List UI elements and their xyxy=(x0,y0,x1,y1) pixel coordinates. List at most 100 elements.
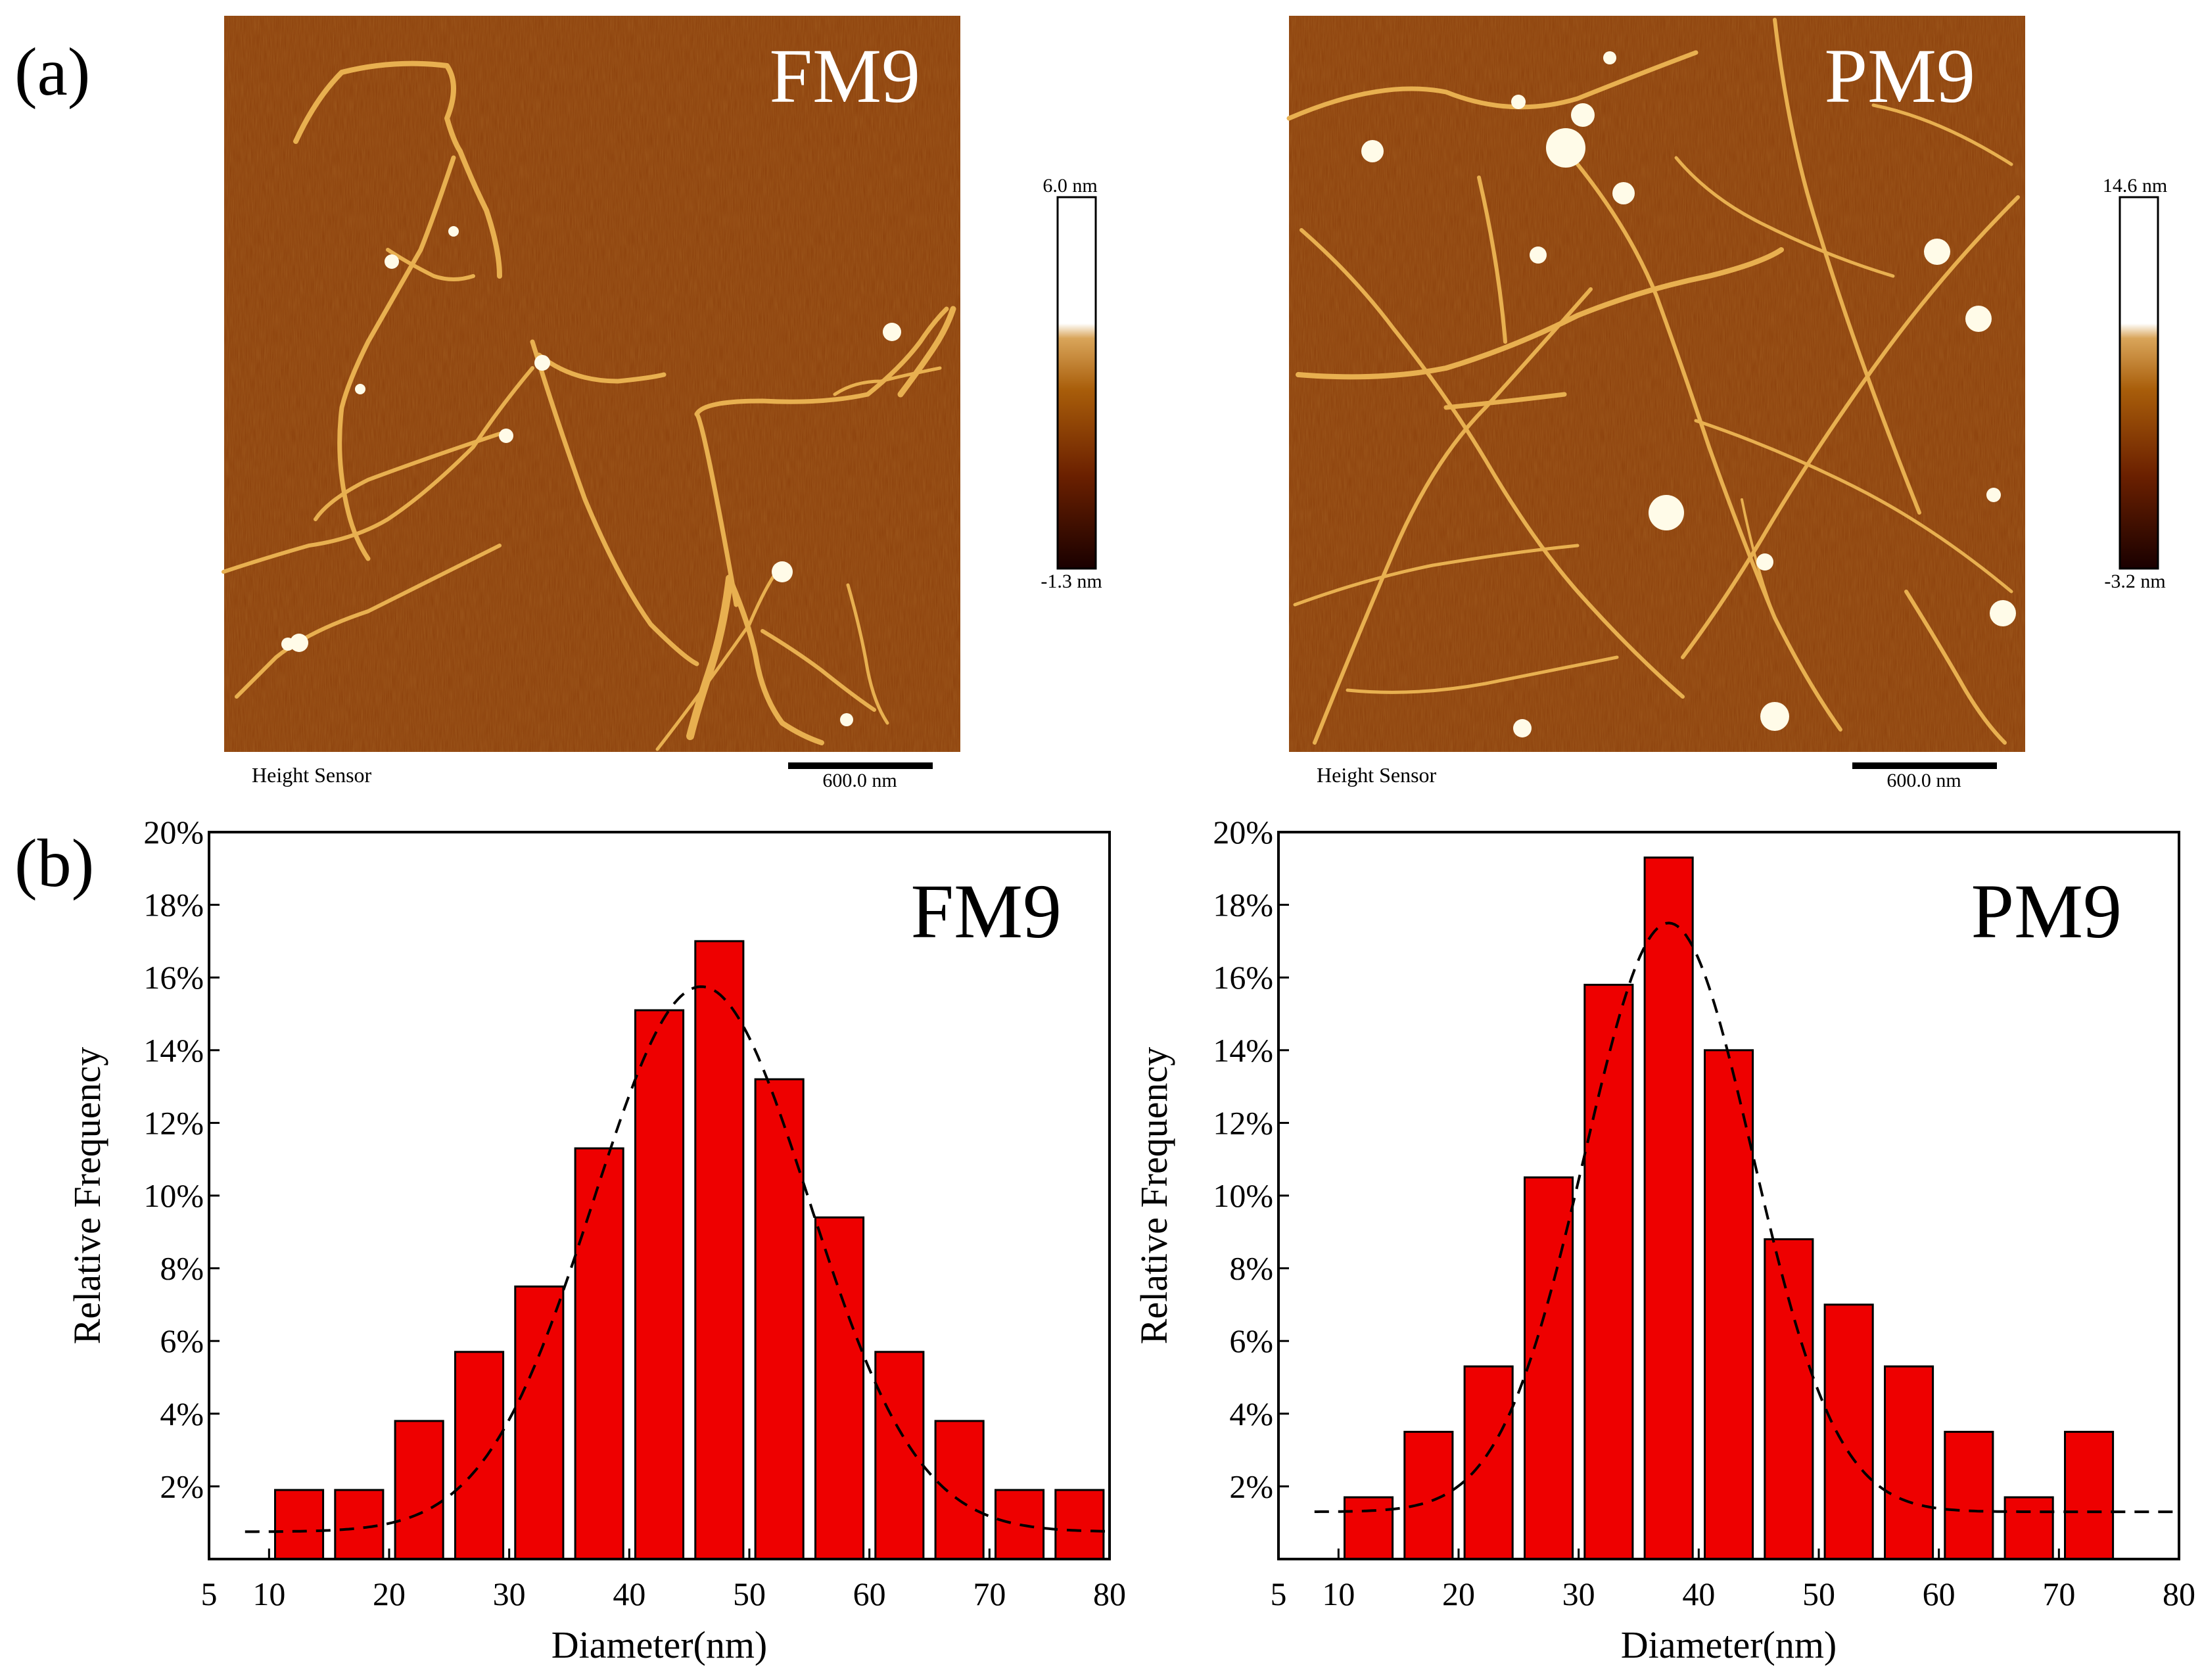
chart-1-bar xyxy=(1403,1430,1454,1560)
chart-0-y-tick-label: 2% xyxy=(160,1468,204,1505)
fiber xyxy=(1346,655,1619,694)
chart-1-y-tick-label: 20% xyxy=(1213,814,1273,851)
chart-1-bar xyxy=(1704,1049,1754,1560)
particle xyxy=(1603,51,1616,64)
chart-1-x-tick-label: 30 xyxy=(1562,1575,1595,1612)
chart-0-bar xyxy=(634,1009,685,1560)
chart-1-x-tick-label: 5 xyxy=(1271,1575,1287,1612)
particle xyxy=(355,384,365,394)
chart-0-bar xyxy=(1054,1489,1105,1560)
chart-0-y-tick-label: 10% xyxy=(143,1177,204,1214)
fiber xyxy=(1681,195,2020,659)
afm-pm9-title: PM9 xyxy=(1824,33,1975,119)
chart-1-bar xyxy=(2003,1496,2054,1560)
chart-0-fit-curve xyxy=(245,985,1110,1533)
chart-0-x-tick-label: 60 xyxy=(853,1575,886,1612)
fiber xyxy=(1293,544,1580,607)
particle xyxy=(1513,719,1532,737)
chart-0-x-tick-label: 70 xyxy=(973,1575,1006,1612)
fiber xyxy=(846,583,889,725)
chart-0-bar xyxy=(574,1147,624,1560)
particle xyxy=(1571,103,1595,127)
particle xyxy=(385,254,399,269)
chart-1-x-tick-label: 50 xyxy=(1802,1575,1835,1612)
afm-pm9-scalebar-label: 600.0 nm xyxy=(1886,770,1961,791)
particle xyxy=(1986,488,2001,502)
chart-1-bar xyxy=(1884,1365,1934,1560)
chart-1-bar xyxy=(1583,983,1634,1560)
fiber xyxy=(1871,103,2013,166)
chart-1-title: PM9 xyxy=(1971,868,2122,954)
chart-1-fit-curve xyxy=(1314,922,2179,1514)
chart-0-y-tick-label: 16% xyxy=(143,959,204,996)
fiber xyxy=(536,352,667,384)
fiber xyxy=(235,544,502,699)
chart-1-y-tick-label: 16% xyxy=(1213,959,1273,996)
fiber xyxy=(386,248,475,281)
fiber xyxy=(337,155,456,561)
chart-0-y-tick-label: 12% xyxy=(143,1104,204,1141)
particle xyxy=(448,226,459,237)
afm-fm9-texture xyxy=(224,16,960,752)
chart-0-bar xyxy=(454,1351,505,1560)
fiber xyxy=(897,306,956,398)
chart-1-x-axis-label: Diameter(nm) xyxy=(1621,1623,1837,1666)
afm-fm9-title: FM9 xyxy=(769,33,920,119)
afm-pm9-texture xyxy=(1289,16,2025,752)
chart-0-bar xyxy=(394,1420,444,1560)
afm-pm9-scale-max: 14.6 nm xyxy=(2103,175,2167,197)
fiber xyxy=(1674,156,1895,278)
chart-0-bar xyxy=(274,1489,325,1560)
chart-0-x-tick-label: 10 xyxy=(252,1575,285,1612)
histogram-pm9: 5 10 20 30 40 50 60 70 80 2% 4% 6% 8% 10% 12% 14% 16% 18%… xyxy=(1133,814,2195,1666)
chart-0-bar xyxy=(934,1420,985,1560)
chart-1-bar xyxy=(1643,856,1694,1560)
chart-0-bar xyxy=(334,1489,385,1560)
afm-fm9-scalebar-label: 600.0 nm xyxy=(822,770,897,791)
chart-1-y-tick-label: 4% xyxy=(1229,1395,1273,1432)
chart-1-y-tick-label: 14% xyxy=(1213,1032,1273,1069)
particle xyxy=(1756,553,1773,571)
fiber xyxy=(686,574,734,740)
particle xyxy=(1612,182,1635,204)
particle xyxy=(772,561,793,582)
chart-0-title: FM9 xyxy=(910,868,1062,954)
chart-1-y-tick-label: 2% xyxy=(1229,1468,1273,1505)
chart-1-x-tick-label: 40 xyxy=(1682,1575,1715,1612)
fiber xyxy=(833,366,942,396)
particle xyxy=(1760,702,1789,731)
chart-0-x-tick-label: 20 xyxy=(373,1575,406,1612)
particle xyxy=(499,429,513,443)
fiber xyxy=(1694,419,2013,594)
chart-0-y-tick-label: 4% xyxy=(160,1395,204,1432)
chart-0-x-axis-label: Diameter(nm) xyxy=(551,1623,768,1666)
particle xyxy=(1965,306,1992,332)
fiber xyxy=(1286,50,1698,121)
fiber xyxy=(1300,228,1685,699)
chart-1-bar xyxy=(1823,1303,1874,1560)
afm-fm9-scale-min: -1.3 nm xyxy=(1041,571,1102,592)
particle xyxy=(1546,128,1585,168)
chart-1-x-tick-label: 70 xyxy=(2042,1575,2075,1612)
fiber xyxy=(1443,392,1567,410)
chart-1-x-tick-label: 10 xyxy=(1322,1575,1355,1612)
particle xyxy=(290,634,308,652)
chart-0-bar xyxy=(754,1078,805,1560)
afm-fm9-sensor-label: Height Sensor xyxy=(252,763,372,787)
particle xyxy=(883,323,901,341)
chart-1-bar xyxy=(1944,1430,1994,1560)
chart-0-y-axis-label: Relative Frequency xyxy=(66,1047,108,1345)
chart-1-bar xyxy=(1344,1496,1394,1560)
chart-1-y-tick-label: 6% xyxy=(1229,1322,1273,1359)
fiber xyxy=(293,60,502,279)
chart-0-x-tick-label: 80 xyxy=(1093,1575,1126,1612)
chart-1-x-tick-label: 20 xyxy=(1442,1575,1475,1612)
particle xyxy=(1361,140,1384,162)
chart-0-bar xyxy=(814,1216,865,1560)
chart-0-bar xyxy=(995,1489,1045,1560)
afm-fm9-particles xyxy=(281,226,901,726)
chart-1-y-tick-label: 8% xyxy=(1229,1250,1273,1287)
particle xyxy=(1924,239,1950,265)
fiber xyxy=(655,563,784,751)
